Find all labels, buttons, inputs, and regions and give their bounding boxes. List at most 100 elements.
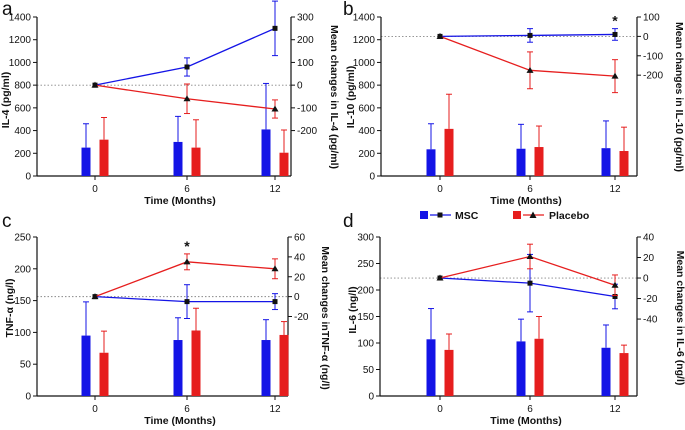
placebo-point: [271, 265, 279, 272]
msc-bar: [261, 340, 271, 396]
right-tick-label: -20: [643, 294, 658, 305]
msc-series-line: [94, 27, 276, 86]
left-tick-label: 1000: [353, 58, 376, 69]
msc-bar: [601, 347, 611, 396]
left-tick-label: 0: [25, 172, 31, 183]
placebo-bar: [444, 349, 454, 396]
legend-placebo-swatch: [513, 211, 521, 219]
right-tick-label: -100: [643, 51, 663, 62]
right-tick-label: 0: [297, 81, 303, 92]
placebo-bar: [619, 151, 629, 176]
left-tick-label: 50: [20, 360, 32, 371]
right-tick-label: -20: [294, 312, 309, 323]
msc-point: [527, 280, 533, 286]
placebo-point: [436, 274, 444, 281]
right-y-axis-label: Mean changes in IL-6 (ng/l): [674, 251, 685, 386]
panel-label-c: c: [2, 211, 12, 232]
left-tick-label: 400: [358, 126, 375, 137]
left-y-axis-label: IL-10 (pg/ml): [345, 66, 357, 128]
msc-point: [272, 25, 278, 31]
x-tick-label: 0: [92, 404, 98, 415]
x-tick-label: 0: [437, 404, 443, 415]
right-tick-label: 300: [297, 13, 314, 24]
msc-bar: [426, 339, 436, 396]
left-tick-label: 1200: [353, 35, 376, 46]
panel-label-d: d: [343, 211, 354, 232]
x-axis-label: Time (Months): [490, 415, 562, 427]
msc-bar: [516, 148, 526, 176]
x-tick-label: 6: [527, 404, 533, 415]
left-tick-label: 0: [369, 172, 375, 183]
placebo-point: [526, 252, 534, 259]
placebo-point: [183, 258, 191, 265]
left-tick-label: 200: [357, 286, 374, 297]
left-tick-label: 200: [14, 149, 31, 160]
left-tick-label: 1200: [9, 35, 32, 46]
left-tick-label: 50: [363, 365, 375, 376]
left-tick-label: 800: [14, 81, 31, 92]
placebo-series-line: [94, 84, 276, 110]
significance-marker: *: [612, 13, 618, 29]
panel-d: d 0 50 100 150 200 250 300 -40 -20 0 20 40 0 6 12 Time…: [343, 211, 685, 427]
placebo-bar: [534, 338, 544, 396]
left-tick-label: 1400: [353, 13, 376, 24]
left-tick-label: 250: [357, 259, 374, 270]
x-tick-label: 6: [184, 404, 190, 415]
panel-c: c 0 50 100 150 200 250 -20 0 20 40 60 0 6 12 * Time (M…: [2, 211, 331, 427]
placebo-bar: [619, 353, 629, 396]
left-tick-label: 100: [357, 339, 374, 350]
legend: MSC Placebo: [420, 210, 589, 222]
placebo-series-line: [94, 261, 276, 298]
left-y-axis-label: TNF-α (ng/l): [4, 279, 16, 338]
placebo-point: [611, 72, 619, 79]
x-tick-label: 12: [609, 404, 621, 415]
left-tick-label: 0: [25, 392, 31, 403]
msc-point: [612, 31, 618, 37]
x-axis-label: Time (Months): [144, 195, 216, 207]
x-tick-label: 12: [269, 404, 281, 415]
panel-a: a 0 200 400 600 800 1000 1200 1400 -200 -100 0 100 2…: [0, 0, 340, 207]
left-y-axis-label: IL-4 (pg/ml): [0, 72, 12, 129]
x-axis-label: Time (Months): [490, 195, 562, 207]
legend-placebo-marker: [529, 211, 537, 218]
placebo-point: [611, 281, 619, 288]
right-tick-label: 60: [294, 233, 306, 244]
significance-marker: *: [272, 0, 278, 1]
msc-bar: [173, 141, 183, 176]
right-tick-label: -40: [643, 315, 658, 326]
placebo-bar: [99, 139, 109, 176]
placebo-point: [91, 293, 99, 300]
left-y-axis-label: IL-6 (ng/l): [347, 286, 359, 333]
left-tick-label: 1000: [9, 58, 32, 69]
right-tick-label: 40: [643, 233, 655, 244]
panel-label-b: b: [343, 0, 354, 20]
left-tick-label: 150: [357, 312, 374, 323]
x-tick-label: 6: [184, 184, 190, 195]
right-tick-label: 40: [294, 252, 306, 263]
placebo-bar: [99, 352, 109, 396]
right-tick-label: 20: [294, 272, 306, 283]
left-tick-label: 0: [368, 392, 374, 403]
left-tick-label: 1400: [9, 13, 32, 24]
left-tick-label: 200: [14, 264, 31, 275]
msc-bar: [261, 129, 271, 176]
placebo-bar: [279, 334, 289, 396]
panel-label-a: a: [2, 0, 13, 20]
legend-msc-marker: [437, 212, 443, 218]
placebo-point: [526, 66, 534, 73]
msc-point: [184, 299, 190, 305]
right-tick-label: -200: [297, 126, 317, 137]
right-tick-label: 0: [643, 32, 649, 43]
legend-placebo-label: Placebo: [549, 210, 589, 222]
placebo-bar: [191, 330, 201, 396]
left-tick-label: 400: [14, 126, 31, 137]
placebo-bar: [279, 152, 289, 176]
right-tick-label: 100: [297, 58, 314, 69]
placebo-point: [436, 32, 444, 39]
left-tick-label: 600: [358, 103, 375, 114]
right-tick-label: -100: [297, 103, 317, 114]
right-y-axis-label: Mean changes in IL-10 (pg/ml): [673, 22, 685, 172]
legend-msc-label: MSC: [455, 210, 479, 222]
placebo-point: [271, 105, 279, 112]
